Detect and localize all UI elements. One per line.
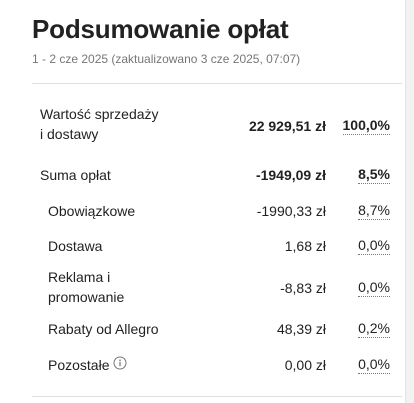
row-amount: 48,39 zł	[276, 321, 326, 337]
row-amount: -8,83 zł	[280, 280, 326, 296]
row-label: Obowiązkowe	[48, 203, 136, 219]
row-percent[interactable]: 0,0%	[358, 356, 390, 374]
row-percent[interactable]: 0,0%	[358, 237, 390, 255]
info-icon[interactable]	[113, 355, 127, 375]
row-amount: 22 929,51 zł	[248, 118, 326, 134]
page-title: Podsumowanie opłat	[32, 14, 289, 44]
row-percent[interactable]: 8,7%	[358, 202, 390, 220]
row-label: Pozostałe	[48, 355, 127, 375]
row-label-line1: Wartość sprzedaży	[40, 106, 159, 122]
divider	[32, 396, 402, 397]
date-range-subtitle: 1 - 2 cze 2025 (zaktualizowano 3 cze 202…	[32, 52, 301, 66]
row-label-line2: i dostawy	[40, 126, 99, 142]
row-label: Wartość sprzedaży i dostawy	[40, 104, 159, 144]
row-amount: 0,00 zł	[284, 357, 326, 373]
row-label-line1: Reklama i	[48, 269, 111, 285]
row-label-text: Pozostałe	[48, 357, 110, 373]
row-percent[interactable]: 100,0%	[342, 117, 390, 135]
divider	[32, 83, 402, 84]
row-label: Suma opłat	[40, 167, 111, 183]
row-percent[interactable]: 0,0%	[358, 279, 390, 297]
row-percent[interactable]: 0,2%	[358, 320, 390, 338]
row-amount: -1949,09 zł	[255, 167, 326, 183]
row-amount: 1,68 zł	[284, 238, 326, 254]
row-label: Dostawa	[48, 238, 103, 254]
row-percent[interactable]: 8,5%	[358, 166, 390, 184]
row-label: Reklama i promowanie	[48, 267, 124, 307]
row-label-line2: promowanie	[48, 289, 125, 305]
row-amount: -1990,33 zł	[256, 203, 326, 219]
row-label: Rabaty od Allegro	[48, 321, 159, 337]
